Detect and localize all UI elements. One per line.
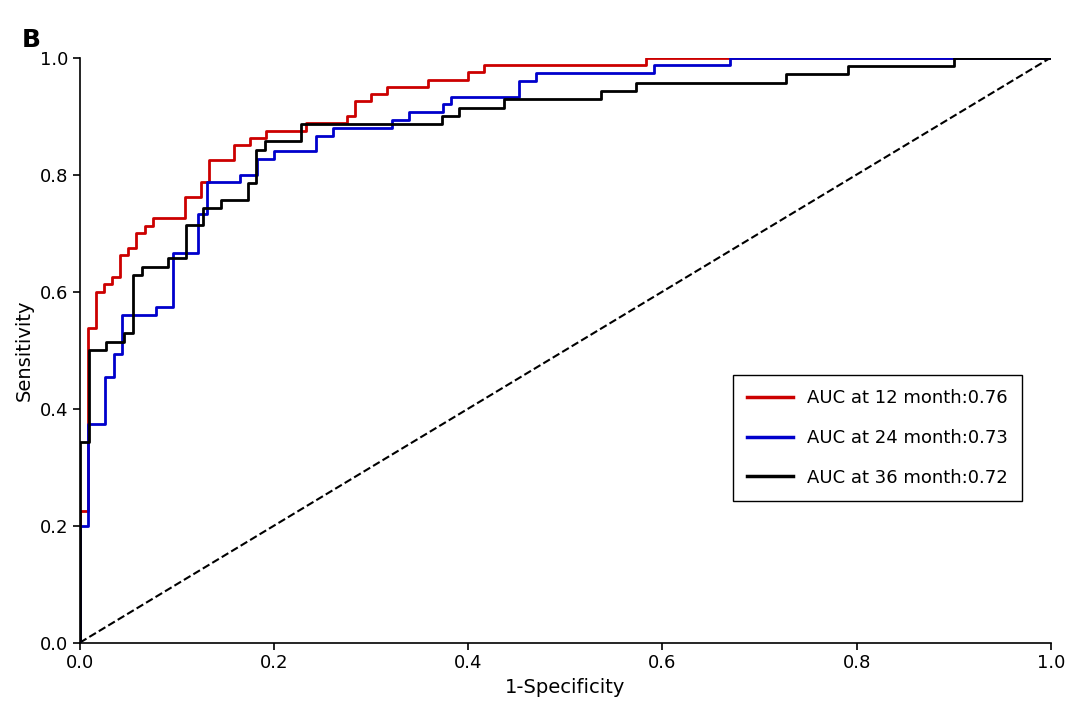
Y-axis label: Sensitivity: Sensitivity — [15, 299, 33, 401]
Text: B: B — [22, 28, 41, 53]
X-axis label: 1-Specificity: 1-Specificity — [505, 678, 625, 697]
Legend: AUC at 12 month:0.76, AUC at 24 month:0.73, AUC at 36 month:0.72: AUC at 12 month:0.76, AUC at 24 month:0.… — [733, 375, 1023, 501]
